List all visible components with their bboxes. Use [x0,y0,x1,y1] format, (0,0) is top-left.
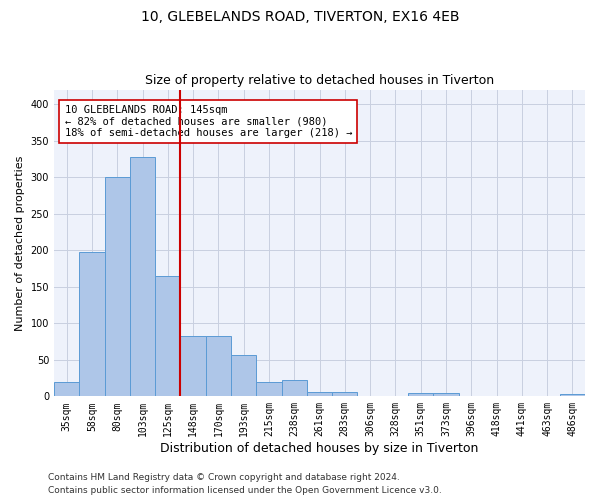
Bar [155,276,181,396]
Bar [433,394,458,396]
Bar [79,252,104,396]
Bar [206,336,231,396]
Y-axis label: Number of detached properties: Number of detached properties [15,156,25,330]
Bar [307,392,332,396]
Text: 10, GLEBELANDS ROAD, TIVERTON, EX16 4EB: 10, GLEBELANDS ROAD, TIVERTON, EX16 4EB [141,10,459,24]
Bar [408,392,433,396]
Bar [332,392,358,396]
Bar [54,382,79,396]
Text: 10 GLEBELANDS ROAD: 145sqm
← 82% of detached houses are smaller (980)
18% of sem: 10 GLEBELANDS ROAD: 145sqm ← 82% of deta… [65,105,352,138]
Bar [181,336,206,396]
Bar [130,158,155,396]
Bar [104,177,130,396]
X-axis label: Distribution of detached houses by size in Tiverton: Distribution of detached houses by size … [160,442,479,455]
Bar [281,380,307,396]
Bar [231,356,256,397]
Bar [256,382,281,396]
Title: Size of property relative to detached houses in Tiverton: Size of property relative to detached ho… [145,74,494,87]
Text: Contains HM Land Registry data © Crown copyright and database right 2024.
Contai: Contains HM Land Registry data © Crown c… [48,474,442,495]
Bar [560,394,585,396]
